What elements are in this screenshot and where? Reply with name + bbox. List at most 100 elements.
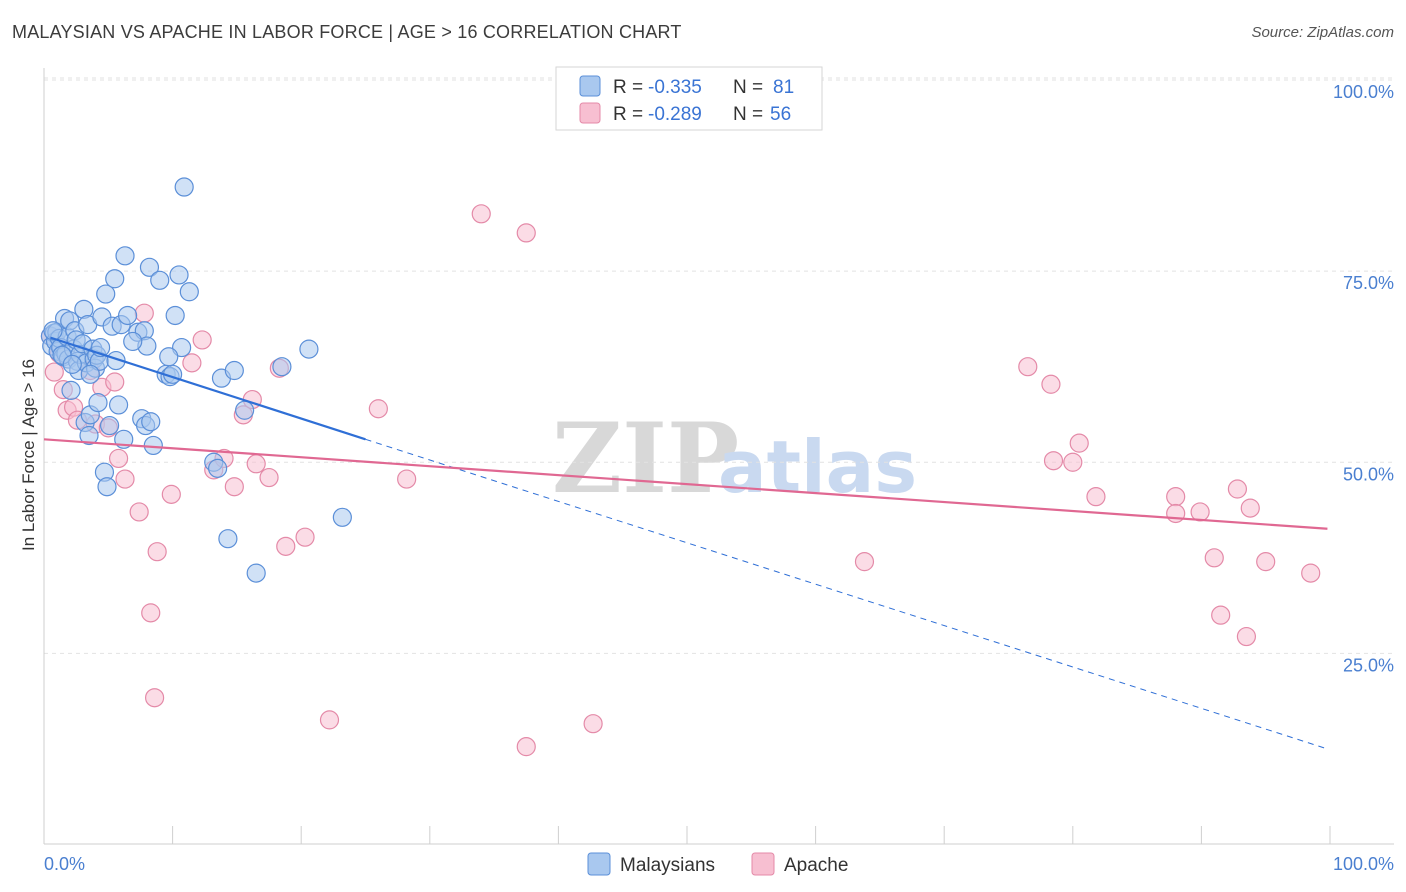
legend-n-label-apache: N = bbox=[733, 104, 763, 125]
apache-point-19 bbox=[161, 484, 181, 504]
apache-point-35 bbox=[471, 204, 491, 224]
malaysian-point-14 bbox=[61, 380, 81, 400]
malaysian-point-38 bbox=[97, 477, 117, 497]
y-axis-label: In Labor Force | Age > 16 bbox=[19, 359, 38, 551]
malaysian-point-79 bbox=[43, 321, 63, 341]
malaysian-point-70 bbox=[235, 400, 255, 420]
legend-r-value-apache: -0.289 bbox=[648, 104, 702, 125]
apache-point-48 bbox=[1190, 502, 1210, 522]
malaysian-point-53 bbox=[139, 257, 160, 277]
apache-point-38 bbox=[583, 714, 603, 734]
malaysian-point-26 bbox=[79, 425, 99, 446]
trend-lines bbox=[43, 336, 1328, 750]
malaysian-point-41 bbox=[105, 269, 125, 289]
malaysian-trend-line bbox=[50, 336, 366, 441]
apache-point-40 bbox=[1018, 357, 1038, 377]
apache-point-15 bbox=[134, 303, 154, 323]
source-label: Source: ZipAtlas.com bbox=[1251, 24, 1394, 41]
stats-legend: R = -0.335 N = 81 R = -0.289 N = 56 bbox=[555, 66, 823, 131]
malaysian-point-37 bbox=[96, 284, 116, 304]
malaysian-point-56 bbox=[150, 270, 170, 290]
apache-point-16 bbox=[141, 603, 161, 623]
apache-point-1 bbox=[44, 362, 64, 382]
apache-point-31 bbox=[295, 527, 315, 547]
apache-points bbox=[40, 204, 1321, 757]
malaysian-point-61 bbox=[169, 265, 189, 285]
apache-point-32 bbox=[319, 710, 340, 730]
legend-n-value-apache: 56 bbox=[770, 104, 791, 125]
x-tick-label-1: 100.0% bbox=[1333, 854, 1394, 874]
malaysian-point-43 bbox=[108, 395, 129, 415]
malaysian-point-72 bbox=[272, 357, 292, 377]
watermark-zip: ZIP bbox=[552, 402, 739, 515]
legend-r-value-malaysians: -0.335 bbox=[648, 77, 702, 98]
malaysian-point-46 bbox=[115, 246, 135, 266]
malaysian-point-78 bbox=[62, 354, 82, 374]
bottom-legend-swatch-apache bbox=[751, 852, 775, 876]
apache-point-11 bbox=[105, 372, 125, 392]
apache-point-12 bbox=[108, 448, 129, 469]
apache-point-45 bbox=[1086, 487, 1106, 507]
malaysian-point-75 bbox=[80, 364, 100, 384]
malaysian-point-71 bbox=[246, 563, 266, 583]
y-tick-label-2: 75.0% bbox=[1343, 273, 1394, 293]
chart-title: MALAYSIAN VS APACHE IN LABOR FORCE | AGE… bbox=[12, 22, 682, 42]
malaysian-point-63 bbox=[174, 177, 194, 197]
apache-point-33 bbox=[368, 399, 388, 419]
x-tick-label-0: 0.0% bbox=[44, 854, 85, 874]
apache-point-44 bbox=[1069, 433, 1089, 453]
apache-point-53 bbox=[1240, 498, 1260, 518]
apache-point-50 bbox=[1211, 605, 1231, 625]
malaysian-point-73 bbox=[299, 339, 319, 359]
bottom-legend-swatch-malaysians bbox=[587, 852, 611, 876]
apache-point-43 bbox=[1063, 452, 1083, 472]
legend-n-label-malaysians: N = bbox=[733, 77, 763, 98]
y-tick-label-3: 100.0% bbox=[1333, 82, 1394, 102]
apache-point-47 bbox=[1166, 503, 1186, 524]
malaysian-point-74 bbox=[332, 507, 352, 527]
y-tick-label-0: 25.0% bbox=[1343, 655, 1394, 675]
apache-point-51 bbox=[1227, 479, 1248, 499]
apache-point-37 bbox=[516, 737, 536, 757]
apache-point-30 bbox=[276, 536, 296, 556]
apache-point-34 bbox=[397, 469, 417, 489]
legend-swatch-apache bbox=[579, 102, 601, 124]
apache-point-20 bbox=[182, 353, 202, 373]
apache-point-28 bbox=[259, 467, 279, 488]
watermark-atlas: atlas bbox=[718, 425, 917, 509]
malaysian-point-68 bbox=[218, 529, 238, 549]
apache-point-52 bbox=[1236, 626, 1257, 647]
malaysian-point-39 bbox=[99, 415, 120, 436]
malaysian-point-66 bbox=[208, 458, 228, 478]
apache-point-41 bbox=[1041, 374, 1061, 394]
apache-point-14 bbox=[129, 502, 149, 522]
apache-point-46 bbox=[1166, 487, 1186, 507]
malaysian-point-54 bbox=[141, 412, 161, 432]
malaysian-point-76 bbox=[123, 331, 143, 352]
apache-point-54 bbox=[1256, 552, 1276, 572]
legend-n-value-malaysians: 81 bbox=[773, 77, 794, 98]
bottom-legend-label-apache: Apache bbox=[784, 855, 848, 876]
apache-point-24 bbox=[224, 477, 244, 497]
axis-layer bbox=[43, 68, 1394, 845]
legend-swatch-malaysians bbox=[579, 75, 601, 97]
bottom-legend-label-malaysians: Malaysians bbox=[620, 855, 715, 876]
malaysian-point-32 bbox=[88, 393, 108, 413]
malaysian-point-47 bbox=[117, 305, 138, 326]
apache-point-13 bbox=[115, 469, 135, 489]
legend-r-label-apache: R = bbox=[613, 104, 643, 125]
y-tick-layer: 25.0% 50.0% 75.0% 100.0% bbox=[1333, 82, 1394, 675]
y-tick-label-1: 50.0% bbox=[1343, 464, 1394, 484]
apache-point-17 bbox=[144, 688, 165, 708]
grid-layer bbox=[44, 77, 1394, 654]
malaysian-point-69 bbox=[224, 360, 244, 381]
x-tick-layer: 0.0% 100.0% bbox=[44, 826, 1394, 874]
malaysian-point-60 bbox=[165, 305, 185, 326]
legend-r-label-malaysians: R = bbox=[613, 77, 643, 98]
apache-point-49 bbox=[1204, 548, 1224, 568]
apache-trend-line bbox=[43, 438, 1328, 530]
apache-point-39 bbox=[854, 552, 875, 572]
apache-point-42 bbox=[1043, 451, 1064, 471]
apache-point-55 bbox=[1301, 563, 1321, 583]
